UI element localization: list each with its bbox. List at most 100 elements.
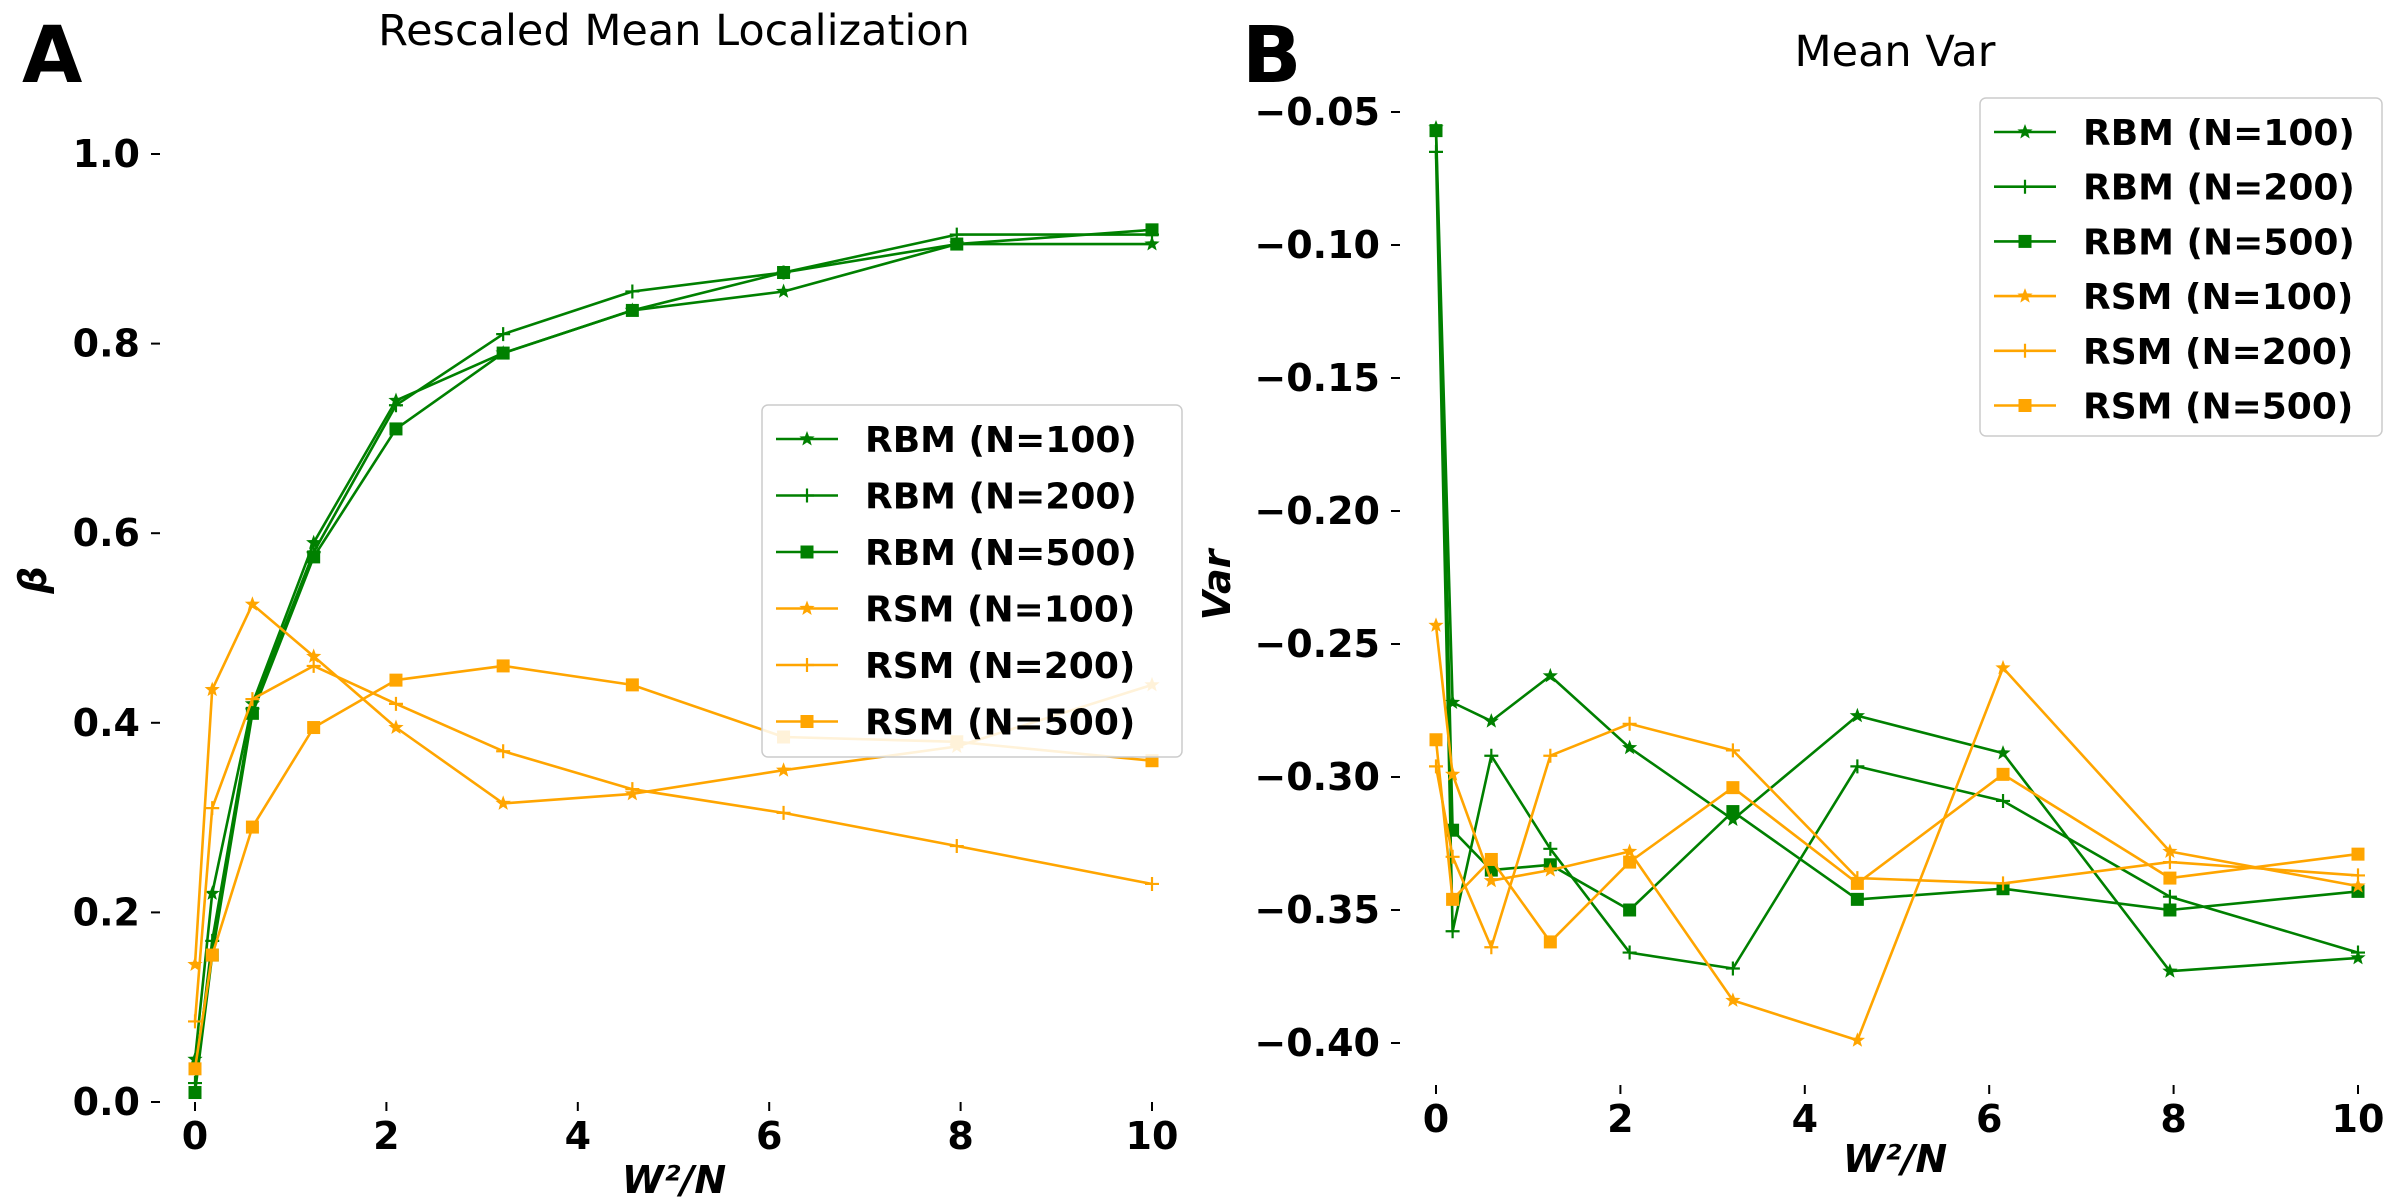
panel-letter-a: A — [22, 11, 82, 101]
data-point — [307, 721, 321, 735]
legend-marker — [2017, 288, 2033, 303]
data-point — [495, 795, 511, 810]
series-line — [193, 233, 1152, 1084]
data-point — [1850, 892, 1864, 906]
legend-marker — [800, 715, 814, 728]
series-line — [1434, 130, 2359, 912]
data-point — [625, 284, 640, 299]
legend-item: RBM (N=500) — [776, 533, 1137, 574]
data-point — [496, 327, 511, 342]
data-point — [1622, 739, 1638, 755]
y-tick-label: −0.40 — [1254, 1021, 1380, 1065]
data-point — [1429, 124, 1443, 138]
data-point — [625, 678, 639, 692]
data-point — [775, 283, 792, 298]
data-point — [2351, 847, 2365, 861]
legend-label: RBM (N=500) — [865, 533, 1137, 574]
panel-b: B Mean Var W²/N Var 0 2 4 6 8 10−0.05−0.10−0.… — [1195, 11, 2384, 1181]
data-point — [1543, 841, 1558, 856]
series-line — [193, 242, 1152, 1060]
data-point — [1145, 876, 1159, 891]
x-tick-label: 8 — [947, 1114, 973, 1158]
x-axis-ticks: 0 2 4 6 8 10 — [1423, 1085, 2385, 1141]
data-point — [1542, 667, 1558, 683]
series-line — [193, 228, 1153, 1093]
series-line — [1434, 151, 2359, 970]
data-point — [2163, 871, 2177, 885]
data-point — [949, 839, 964, 854]
data-point — [188, 1014, 202, 1029]
data-point — [1725, 992, 1741, 1007]
data-point — [1725, 961, 1740, 976]
data-point — [2163, 903, 2177, 917]
legend-item: RSM (N=100) — [1994, 277, 2353, 318]
y-tick-label: −0.10 — [1254, 223, 1380, 267]
y-tick-label: 0.8 — [73, 322, 140, 366]
data-point — [307, 550, 321, 564]
y-axis-label: Var — [1195, 547, 1239, 620]
data-point — [1995, 659, 2011, 675]
data-point — [496, 659, 510, 673]
data-point — [1725, 743, 1740, 758]
data-point — [775, 762, 792, 777]
data-point — [1446, 892, 1460, 906]
data-point — [1622, 716, 1637, 731]
series-line — [1434, 722, 2359, 949]
legend: RBM (N=100) RBM (N=200) RBM (N=500) RSM (N=… — [761, 404, 1183, 758]
x-tick-label: 10 — [2332, 1097, 2385, 1141]
data-point — [244, 596, 260, 611]
x-tick-label: 0 — [182, 1114, 208, 1158]
data-point — [1996, 793, 2011, 808]
data-point — [1622, 843, 1638, 858]
data-point — [2162, 843, 2178, 858]
data-point — [188, 1086, 202, 1100]
data-point — [1484, 940, 1499, 955]
legend-label: RBM (N=200) — [2083, 168, 2355, 209]
x-tick-label: 8 — [2160, 1097, 2186, 1141]
x-tick-label: 2 — [373, 1114, 399, 1158]
data-point — [1623, 903, 1637, 917]
data-point — [1484, 748, 1499, 763]
data-point — [306, 658, 321, 673]
legend-item: RSM (N=100) — [776, 590, 1135, 631]
legend-marker — [2017, 124, 2033, 139]
series-line — [1434, 127, 2359, 973]
data-point — [1726, 781, 1740, 795]
y-tick-label: −0.25 — [1254, 622, 1380, 666]
data-point — [1144, 236, 1160, 251]
legend-marker — [799, 600, 815, 615]
x-tick-label: 10 — [1126, 1114, 1179, 1158]
data-point — [1542, 862, 1558, 877]
data-point — [625, 303, 639, 317]
series-rsm-n-100 — [1428, 617, 2366, 1047]
data-point — [388, 719, 404, 734]
data-point — [1996, 876, 2011, 891]
data-point — [1428, 617, 1444, 632]
data-point — [1145, 223, 1159, 237]
data-point — [1996, 767, 2010, 781]
panel-a: A Rescaled Mean Localization W²/N β 0 2 4 6… — [11, 6, 1183, 1200]
y-tick-label: −0.15 — [1254, 356, 1380, 400]
data-point — [204, 681, 220, 697]
legend-label: RSM (N=500) — [865, 703, 1135, 744]
data-point — [1726, 805, 1740, 819]
x-tick-label: 6 — [756, 1114, 782, 1158]
plot-area: 0 2 4 6 8 10−0.05−0.10−0.15−0.20−0.25−0.30−0.… — [1254, 90, 2384, 1141]
series-rsm-n-200 — [1429, 716, 2365, 955]
legend-item: RBM (N=100) — [776, 420, 1137, 461]
x-tick-label: 2 — [1607, 1097, 1633, 1141]
x-tick-label: 0 — [1423, 1097, 1449, 1141]
data-point — [1850, 876, 1864, 890]
data-point — [204, 885, 220, 900]
legend-item: RSM (N=500) — [776, 703, 1135, 744]
legend-marker — [2018, 179, 2032, 194]
data-point — [2162, 855, 2177, 870]
legend-item: RBM (N=100) — [1994, 113, 2355, 154]
data-point — [1483, 713, 1499, 728]
data-point — [1543, 748, 1558, 763]
data-point — [1483, 872, 1499, 888]
data-point — [1429, 733, 1443, 747]
series-line — [1434, 625, 2359, 1042]
x-tick-label: 6 — [1976, 1097, 2002, 1141]
